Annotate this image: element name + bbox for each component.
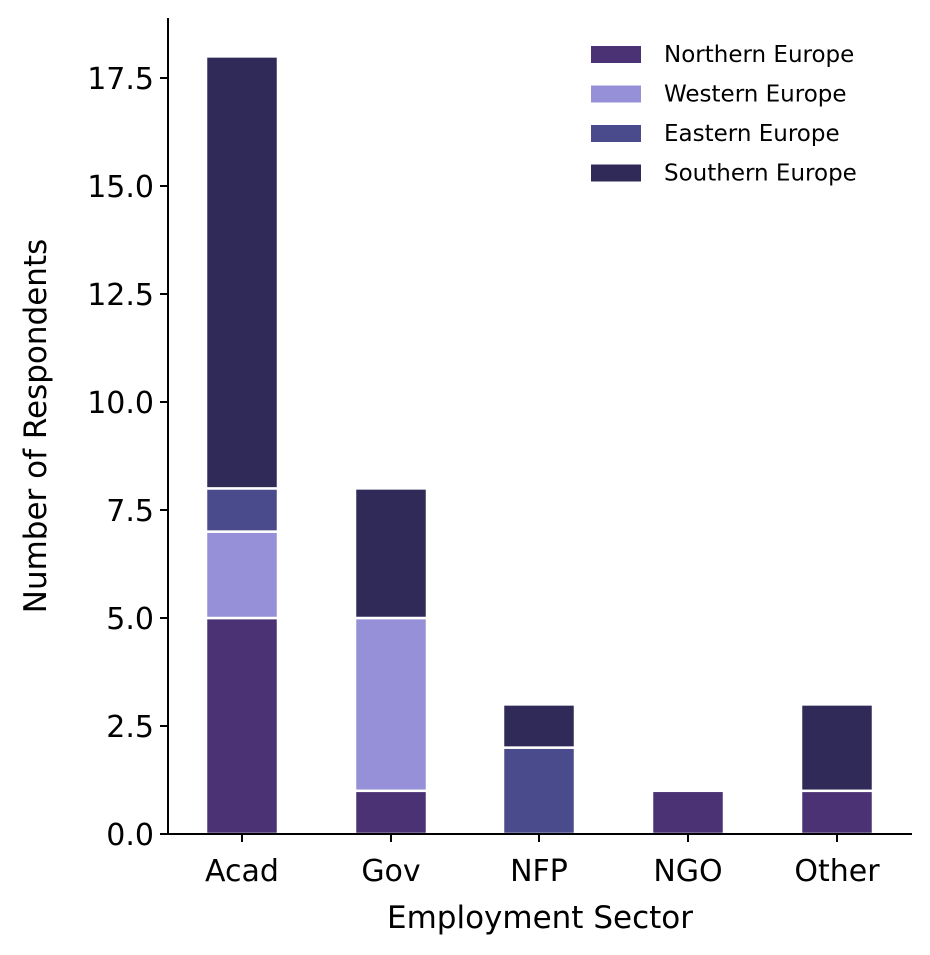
x-ticks-group: Acad Gov NFP NGO Other xyxy=(205,834,880,889)
x-tick-label: Acad xyxy=(205,854,279,889)
y-axis-title: Number of Respondents xyxy=(18,239,54,613)
bar-other-northern-europe xyxy=(799,789,875,836)
bar-acad-eastern-europe xyxy=(204,487,280,533)
legend-swatch xyxy=(591,125,641,142)
bar-gov-western-europe xyxy=(353,616,429,793)
y-tick-label: 7.5 xyxy=(106,494,154,529)
bar-acad-southern-europe xyxy=(204,55,280,490)
legend-label: Western Europe xyxy=(664,82,847,108)
legend-label: Eastern Europe xyxy=(664,121,840,147)
bars-group xyxy=(204,55,875,836)
x-tick-label: NGO xyxy=(653,854,722,889)
legend: Northern Europe Western Europe Eastern Eur… xyxy=(591,42,857,187)
y-tick-label: 2.5 xyxy=(106,710,154,745)
y-tick-label: 17.5 xyxy=(87,62,154,97)
bar-gov-southern-europe xyxy=(353,487,429,620)
bar-acad-western-europe xyxy=(204,530,280,620)
bar-other-southern-europe xyxy=(799,703,875,793)
bar-nfp-eastern-europe xyxy=(501,746,577,836)
y-tick-label: 0.0 xyxy=(106,818,154,853)
bar-acad-northern-europe xyxy=(204,616,280,836)
y-tick-label: 12.5 xyxy=(87,278,154,313)
legend-label: Southern Europe xyxy=(664,161,857,187)
legend-swatch xyxy=(591,164,641,182)
legend-label: Northern Europe xyxy=(664,42,854,68)
bar-ngo-northern-europe xyxy=(650,789,726,836)
y-tick-label: 10.0 xyxy=(87,386,154,421)
x-axis-title: Employment Sector xyxy=(387,900,693,936)
bar-nfp-southern-europe xyxy=(501,703,577,749)
legend-swatch xyxy=(591,46,641,63)
y-ticks-group: 0.0 2.5 5.0 7.5 10.0 12.5 15.0 17.5 xyxy=(87,62,168,853)
x-tick-label: NFP xyxy=(510,854,568,889)
y-tick-label: 5.0 xyxy=(106,602,154,637)
x-tick-label: Gov xyxy=(361,854,420,889)
bar-gov-northern-europe xyxy=(353,789,429,836)
legend-swatch xyxy=(591,85,641,103)
x-tick-label: Other xyxy=(794,854,880,889)
y-tick-label: 15.0 xyxy=(87,170,154,205)
